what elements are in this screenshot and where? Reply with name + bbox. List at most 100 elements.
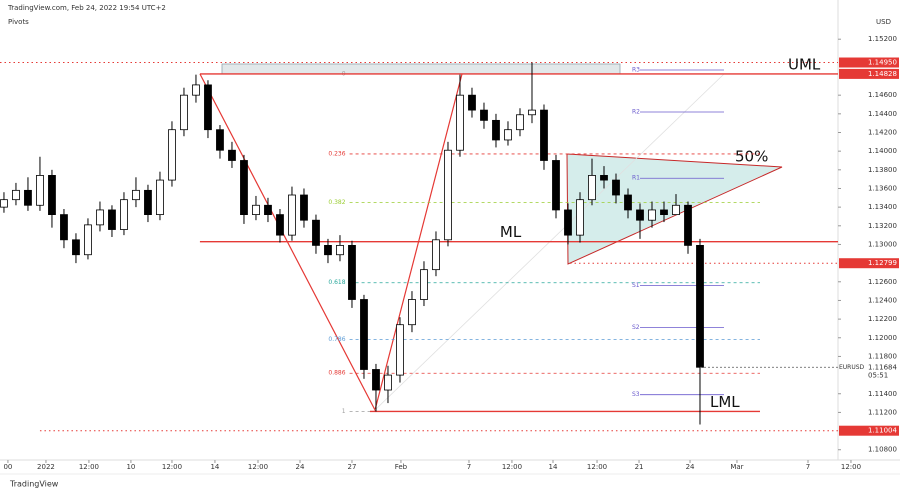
candle-body: [504, 129, 512, 141]
candle: [528, 62, 536, 124]
line-name: LML: [710, 393, 740, 411]
candle-body: [300, 194, 308, 221]
candle: [540, 104, 548, 170]
candle-body: [636, 209, 644, 221]
candle-body: [12, 189, 20, 201]
footer-brand: TradingView: [9, 480, 59, 489]
candle-body: [600, 175, 608, 181]
candle: [0, 192, 8, 213]
candle-body: [456, 94, 464, 151]
price-label-box: [839, 258, 899, 269]
candle: [240, 154, 248, 224]
countdown: 05:51: [868, 371, 888, 379]
fib-label: 0.618: [328, 279, 345, 286]
candle-body: [192, 84, 200, 96]
candle-body: [288, 194, 296, 236]
candle-body: [516, 114, 524, 131]
candle-body: [228, 149, 236, 161]
x-tick-label: 7: [467, 463, 471, 471]
candle: [420, 261, 428, 307]
candle-body: [552, 160, 560, 211]
candle-body: [132, 189, 140, 201]
candle: [288, 186, 296, 241]
y-tick-label: 1.12000: [868, 334, 897, 342]
price-label: 1.12799: [868, 259, 897, 267]
candle-body: [180, 94, 188, 131]
candle-body: [60, 214, 68, 241]
currency: USD: [876, 18, 891, 26]
candle-body: [432, 239, 440, 271]
y-tick-label: 1.13000: [868, 240, 897, 248]
fib-label: 0.382: [328, 199, 345, 206]
y-tick-label: 1.14200: [868, 128, 897, 136]
y-tick-label: 1.11200: [868, 408, 897, 416]
range-box: [221, 63, 621, 75]
price-label: 1.14950: [868, 59, 897, 67]
candle: [444, 141, 452, 247]
candle-body: [372, 369, 380, 391]
candle-body: [336, 244, 344, 256]
x-tick-label: 12:00: [248, 463, 268, 471]
candle: [684, 201, 692, 254]
candle: [60, 209, 68, 249]
candle: [480, 102, 488, 129]
candle-body: [660, 209, 668, 216]
y-tick-label: 1.11800: [868, 352, 897, 360]
candle: [168, 121, 176, 187]
candle: [180, 87, 188, 137]
x-tick-label: 27: [348, 463, 357, 471]
pivot-label: S1: [632, 282, 640, 289]
x-tick-label: 00: [3, 463, 12, 471]
pivot-label: S2: [632, 324, 640, 331]
candle: [108, 205, 116, 237]
price-label: 1.14828: [868, 70, 897, 78]
candle-body: [216, 129, 224, 151]
annotation: 50%: [735, 148, 768, 166]
candle-body: [252, 204, 260, 216]
x-tick-label: 24: [296, 463, 305, 471]
y-tick-label: 1.13200: [868, 222, 897, 230]
fib-label: 0.886: [328, 370, 345, 377]
candle: [204, 80, 212, 139]
candle: [624, 188, 632, 219]
pivot-label: R1: [632, 175, 640, 182]
y-tick-label: 1.12200: [868, 315, 897, 323]
candle-body: [24, 189, 32, 206]
y-tick-label: 1.12400: [868, 296, 897, 304]
candle: [312, 214, 320, 254]
y-tick-label: 1.13600: [868, 184, 897, 192]
symbol-label: EURUSD: [839, 364, 865, 371]
fib-label: 0.786: [328, 336, 345, 343]
candle: [120, 192, 128, 236]
pivot-label: R2: [632, 108, 640, 115]
price-label: 1.11004: [868, 427, 897, 435]
candle-body: [156, 179, 164, 216]
candle: [372, 363, 380, 412]
candle-body: [408, 299, 416, 326]
candle: [36, 156, 44, 211]
header: TradingView.com, Feb 24, 2022 19:54 UTC+…: [7, 4, 166, 12]
candle-body: [420, 269, 428, 300]
candle: [612, 173, 620, 204]
candle-body: [480, 109, 488, 121]
x-tick-label: 7: [806, 463, 810, 471]
x-tick-label: 12:00: [587, 463, 607, 471]
candle: [228, 141, 236, 168]
candle: [48, 169, 56, 228]
candle-body: [576, 199, 584, 236]
y-tick-label: 1.14600: [868, 91, 897, 99]
candle-body: [144, 189, 152, 216]
last-price-label: 1.11684: [868, 363, 897, 371]
x-tick-label: Feb: [395, 463, 408, 471]
candle: [24, 177, 32, 211]
candle-body: [276, 214, 284, 236]
price-label-box: [839, 425, 899, 436]
x-tick-label: Mar: [730, 463, 743, 471]
candle-body: [108, 209, 116, 230]
candle: [144, 184, 152, 223]
y-tick-label: 1.13800: [868, 166, 897, 174]
candle: [384, 365, 392, 404]
candle-body: [696, 244, 704, 368]
candle: [432, 231, 440, 277]
candle: [660, 201, 668, 223]
